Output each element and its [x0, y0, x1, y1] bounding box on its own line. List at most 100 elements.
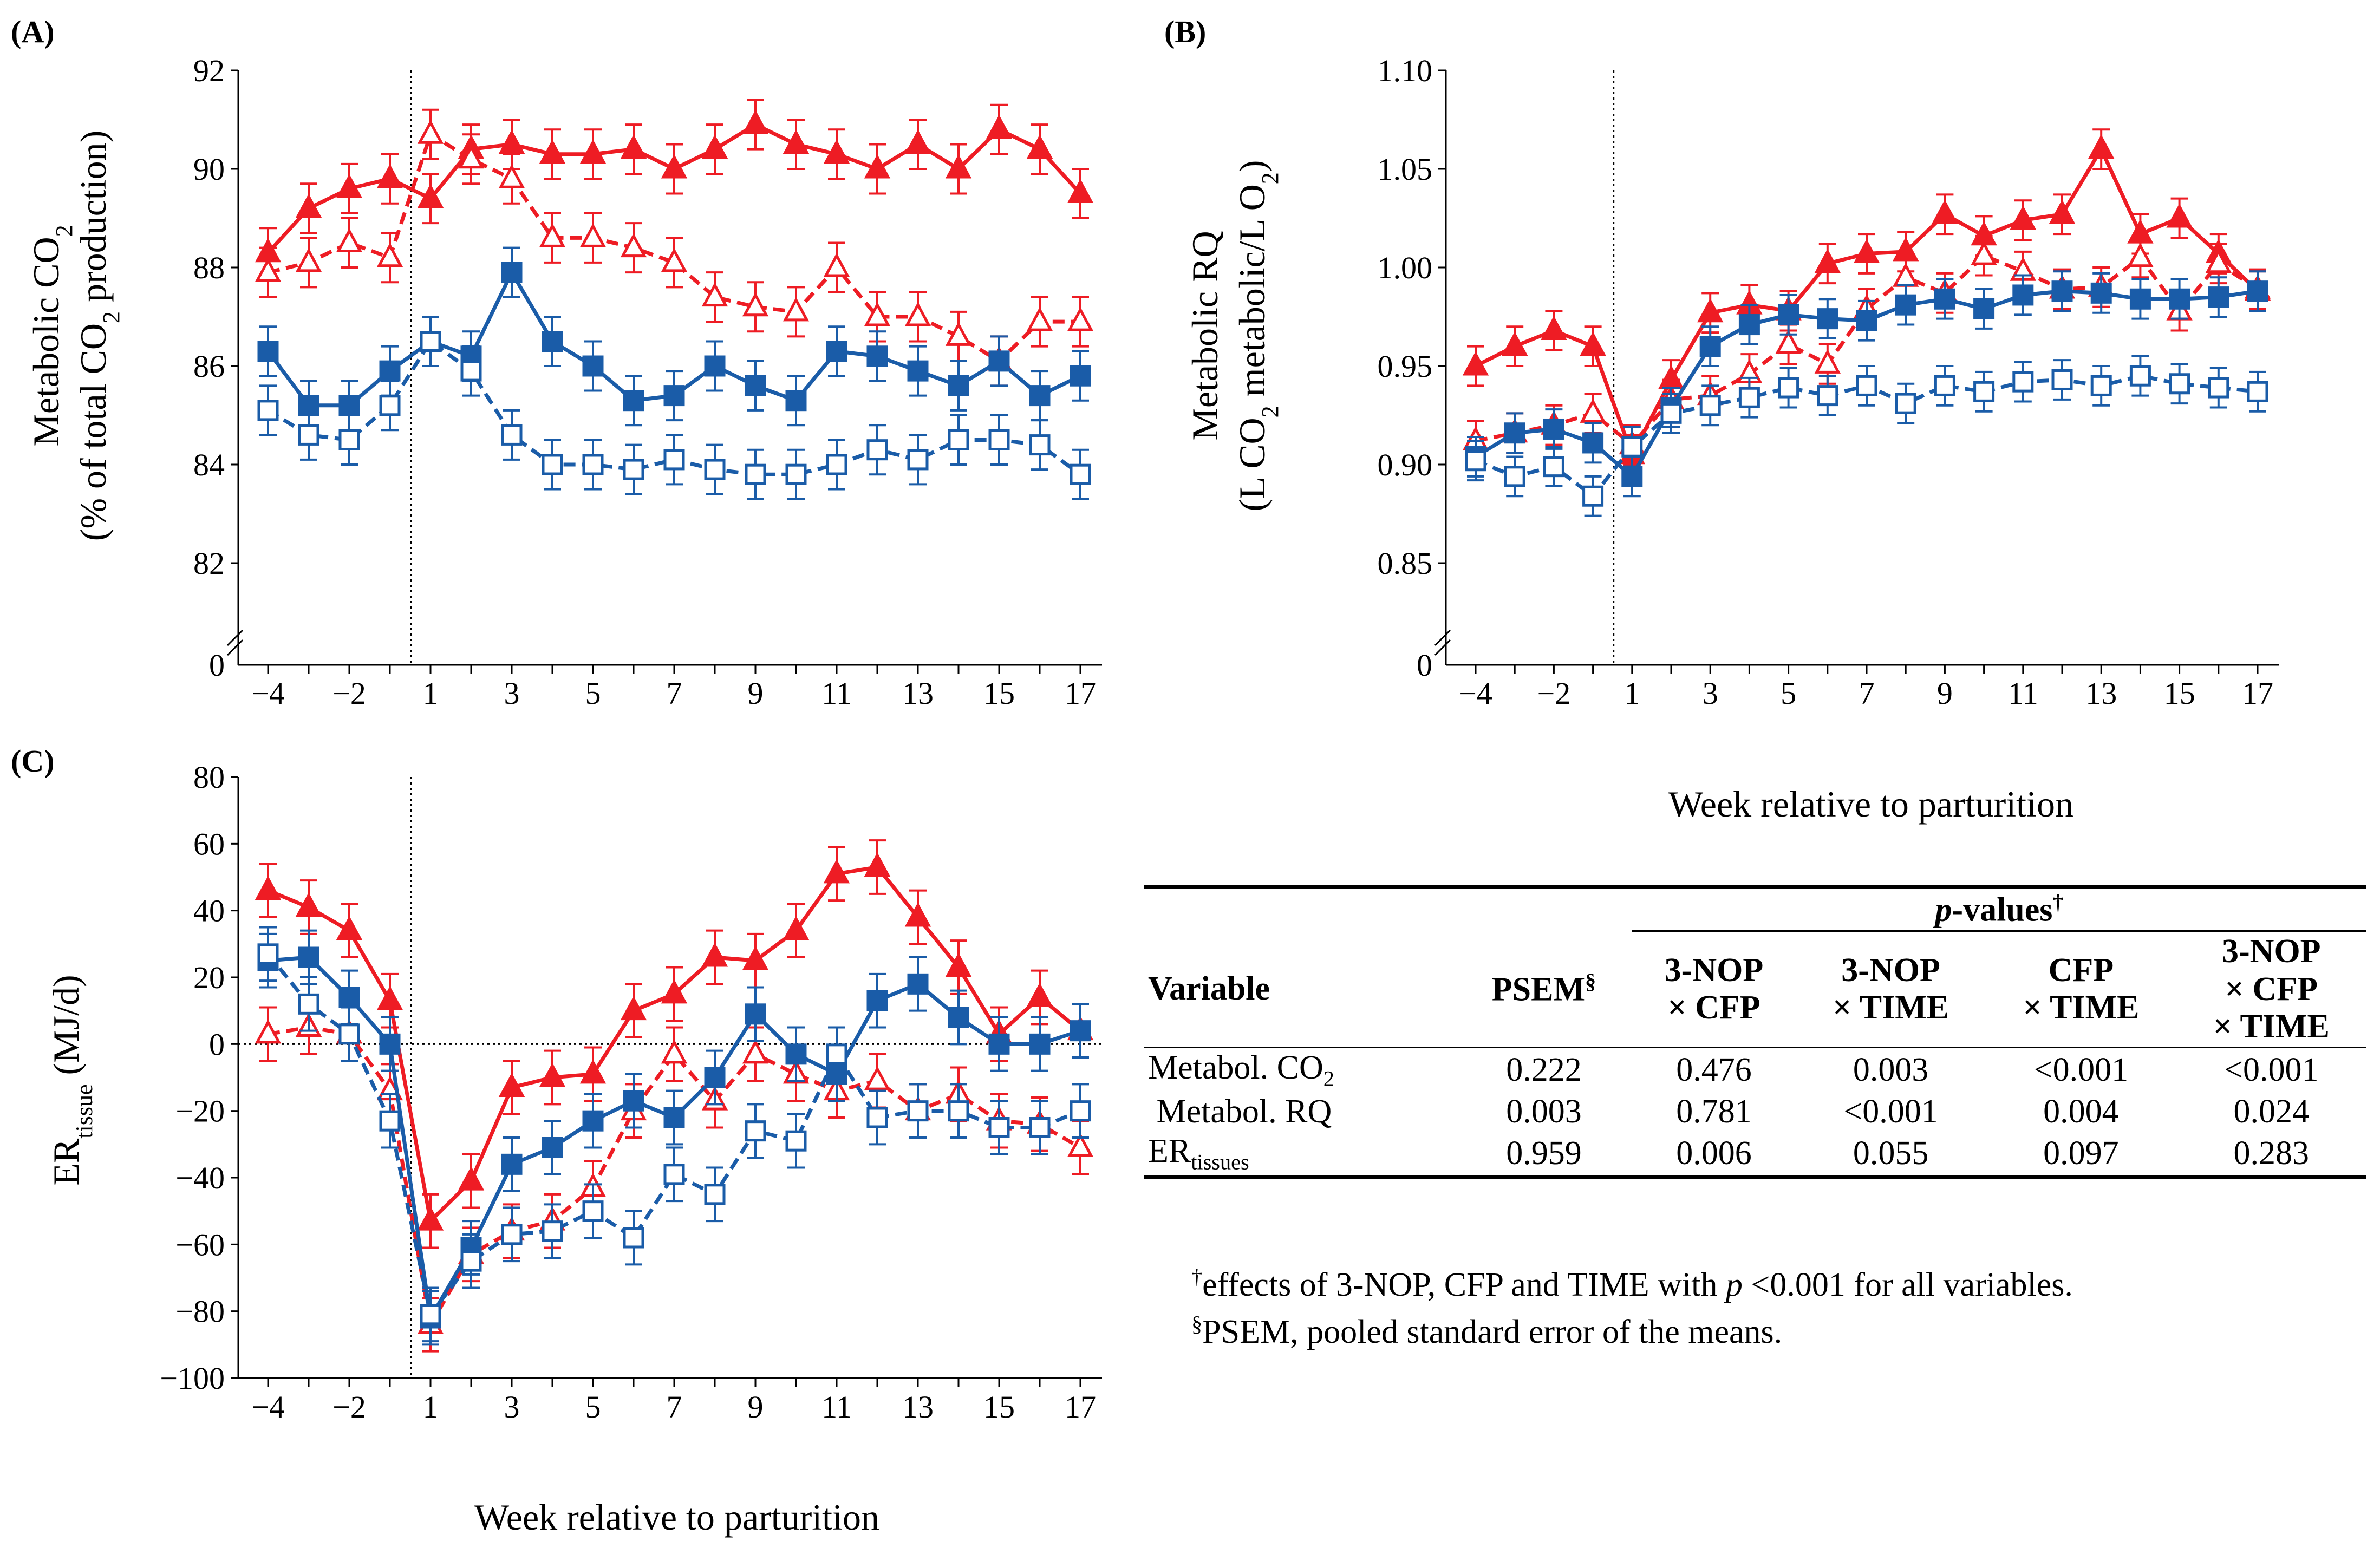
x-tick-label: −2: [332, 676, 366, 711]
data-point-square: [298, 424, 319, 446]
data-point-square: [542, 1137, 563, 1158]
data-point-triangle: [904, 302, 931, 326]
data-point-triangle: [1853, 239, 1880, 264]
data-point-triangle: [295, 193, 322, 218]
y-tick-label: 92: [193, 53, 225, 88]
data-point-square: [948, 1007, 969, 1028]
data-point-triangle: [1502, 331, 1528, 356]
data-point-triangle: [620, 233, 647, 258]
data-point-square: [2208, 377, 2229, 399]
y-break-label: 0: [209, 648, 225, 683]
x-tick-label: 3: [1703, 676, 1718, 711]
data-point-triangle: [1026, 306, 1053, 331]
data-point-square: [501, 1153, 523, 1175]
data-point-triangle: [417, 1206, 444, 1231]
data-point-triangle: [2127, 243, 2154, 267]
col-psem: PSEM§: [1456, 931, 1632, 1049]
data-point-square: [623, 459, 644, 480]
data-point-square: [2247, 280, 2268, 302]
data-point-square: [1934, 288, 1955, 310]
x-tick-label: −4: [1459, 676, 1492, 711]
data-point-square: [257, 943, 279, 965]
data-point-square: [1660, 402, 1682, 424]
series-blue-open-square-dashed: [257, 316, 1091, 500]
data-point-triangle: [864, 154, 891, 179]
data-point-square: [2129, 365, 2151, 387]
data-point-square: [948, 375, 969, 396]
panel-b-xlabel: Week relative to parturition: [1668, 783, 2073, 825]
data-point-square: [1778, 377, 1799, 399]
y-tick-label: 1.05: [1378, 152, 1433, 187]
panel-c-ylabel: ERtissue (MJ/d): [45, 975, 97, 1185]
y-tick-label: 1.10: [1378, 53, 1433, 88]
data-point-triangle: [661, 247, 688, 272]
data-point-triangle: [1971, 240, 1997, 265]
p-values-header: p-values†: [1632, 885, 2366, 932]
data-point-square: [1070, 1100, 1091, 1122]
data-point-triangle: [1541, 316, 1567, 340]
data-point-square: [704, 355, 726, 377]
series-red-filled-triangle-solid: [255, 99, 1094, 279]
x-tick-label: 9: [1937, 676, 1953, 711]
data-point-square: [745, 1003, 766, 1025]
data-point-square: [866, 990, 888, 1011]
x-tick-label: 5: [1781, 676, 1796, 711]
x-tick-label: 1: [423, 1389, 439, 1425]
data-point-square: [2090, 375, 2112, 396]
data-point-square: [2247, 381, 2268, 402]
data-point-square: [907, 973, 929, 995]
data-point-square: [1582, 485, 1604, 507]
data-point-square: [704, 459, 726, 480]
data-point-square: [582, 454, 604, 475]
data-point-triangle: [539, 1062, 566, 1087]
data-point-triangle: [1580, 399, 1606, 423]
data-point-triangle: [1067, 179, 1094, 203]
y-tick-label: −40: [175, 1160, 225, 1196]
data-point-square: [1817, 308, 1838, 330]
x-tick-label: 15: [983, 1389, 1015, 1425]
data-point-square: [1029, 1117, 1051, 1138]
data-point-triangle: [783, 129, 810, 154]
data-point-triangle: [376, 985, 403, 1010]
data-point-triangle: [864, 852, 891, 877]
data-point-triangle: [336, 228, 363, 252]
y-tick-label: −100: [160, 1361, 225, 1396]
x-tick-label: 1: [423, 676, 439, 711]
data-point-triangle: [458, 144, 485, 169]
data-point-triangle: [620, 996, 647, 1021]
data-point-square: [663, 385, 685, 407]
data-point-square: [338, 395, 360, 416]
data-point-square: [948, 1100, 969, 1122]
data-point-triangle: [1580, 331, 1606, 356]
data-point-square: [582, 1110, 604, 1132]
panel-c-label: (C): [11, 743, 55, 779]
x-tick-label: 11: [821, 1389, 852, 1425]
data-point-triangle: [417, 184, 444, 208]
data-point-square: [582, 355, 604, 377]
data-point-square: [420, 331, 441, 352]
x-tick-label: 9: [748, 676, 764, 711]
data-point-square: [1621, 466, 1643, 487]
data-point-square: [1029, 434, 1051, 456]
data-point-square: [1856, 310, 1877, 331]
series-blue-open-square-dashed: [257, 926, 1091, 1343]
data-point-triangle: [701, 282, 728, 307]
data-point-triangle: [742, 1039, 769, 1064]
data-point-square: [2208, 286, 2229, 308]
panel-b-ylabel-2: (L CO2 metabolic/L O2): [1231, 160, 1283, 512]
data-point-triangle: [417, 120, 444, 144]
y-tick-label: 84: [193, 447, 225, 482]
data-point-square: [1543, 456, 1564, 478]
col-variable: Variable: [1144, 931, 1456, 1049]
y-tick-label: 0.85: [1378, 546, 1433, 581]
data-point-triangle: [742, 292, 769, 317]
data-point-square: [420, 1304, 441, 1325]
data-point-triangle: [498, 164, 525, 188]
y-tick-label: 60: [193, 826, 225, 861]
data-point-triangle: [255, 1019, 282, 1044]
data-point-square: [1895, 294, 1916, 316]
series-line: [268, 132, 1080, 364]
data-point-square: [785, 463, 807, 485]
